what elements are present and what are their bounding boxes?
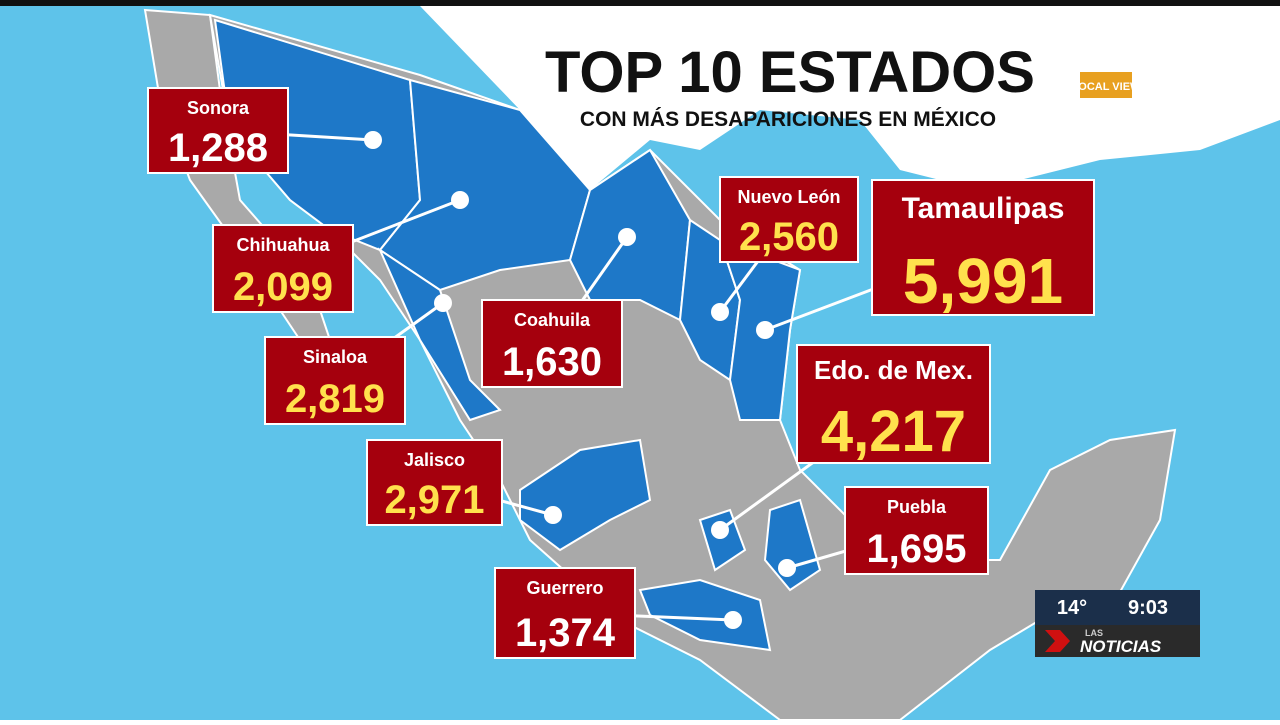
- logo-box: [1080, 72, 1132, 98]
- state-value: 1,374: [515, 611, 616, 655]
- state-dot: [711, 303, 729, 321]
- state-dot: [711, 521, 729, 539]
- brand: NOTICIAS: [1080, 637, 1162, 656]
- state-name: Jalisco: [404, 450, 465, 470]
- state-value: 2,099: [233, 265, 333, 309]
- state-box: [796, 344, 991, 464]
- temperature: 14°: [1057, 597, 1087, 619]
- state-name: Puebla: [887, 497, 947, 517]
- state-name: Nuevo León: [737, 187, 840, 207]
- state-box: [264, 336, 406, 425]
- state-name: Guerrero: [526, 578, 603, 598]
- state-dot: [434, 294, 452, 312]
- state-box: [719, 176, 859, 263]
- state-dot: [756, 321, 774, 339]
- state-value: 2,819: [285, 377, 385, 421]
- state-name: Sonora: [187, 98, 250, 118]
- state-box: [147, 87, 289, 174]
- highlighted-states: [213, 18, 822, 652]
- state-value: 4,217: [821, 399, 966, 464]
- state-dot: [724, 611, 742, 629]
- state-value: 1,695: [866, 527, 966, 571]
- state-dot: [451, 191, 469, 209]
- subtitle: CON MÁS DESAPARICIONES EN MÉXICO: [580, 108, 996, 131]
- state-box: [494, 567, 636, 659]
- title: TOP 10 ESTADOS: [545, 40, 1035, 105]
- state-box: [481, 299, 623, 388]
- state-dot: [364, 131, 382, 149]
- north-land: [420, 6, 1280, 190]
- guerrero-shape: [638, 578, 772, 652]
- logo: LOCAL VIEW: [1072, 81, 1141, 93]
- state-dot: [618, 228, 636, 246]
- brand-chevron: [1045, 630, 1070, 652]
- sinaloa-shape: [377, 247, 502, 422]
- state-dot: [544, 506, 562, 524]
- state-name: Coahuila: [514, 310, 591, 330]
- state-value: 5,991: [903, 245, 1063, 317]
- state-dot: [778, 559, 796, 577]
- chihuahua-shape: [378, 78, 592, 292]
- state-value: 1,288: [168, 126, 268, 170]
- state-box: [871, 179, 1095, 316]
- state-name: Sinaloa: [303, 347, 368, 367]
- brand-prefix: LAS: [1085, 628, 1103, 638]
- edomex-shape: [698, 508, 747, 572]
- state-box: [844, 486, 989, 575]
- state-value: 1,630: [502, 340, 602, 384]
- state-name: Edo. de Mex.: [814, 355, 973, 385]
- overlay: 14° 9:03 LAS NOTICIAS: [1035, 590, 1200, 657]
- state-value: 2,560: [739, 215, 839, 259]
- overlay-top: [1035, 590, 1200, 625]
- top-strip: [0, 0, 1280, 6]
- time: 9:03: [1128, 597, 1168, 619]
- state-value: 2,971: [384, 478, 484, 522]
- state-name: Chihuahua: [237, 235, 331, 255]
- state-box: [366, 439, 503, 526]
- state-box: [212, 224, 354, 313]
- callouts: Sonora 1,288 Chihuahua 2,099 Sinaloa 2,819 Jal…: [147, 87, 1095, 659]
- state-name: Tamaulipas: [902, 192, 1065, 225]
